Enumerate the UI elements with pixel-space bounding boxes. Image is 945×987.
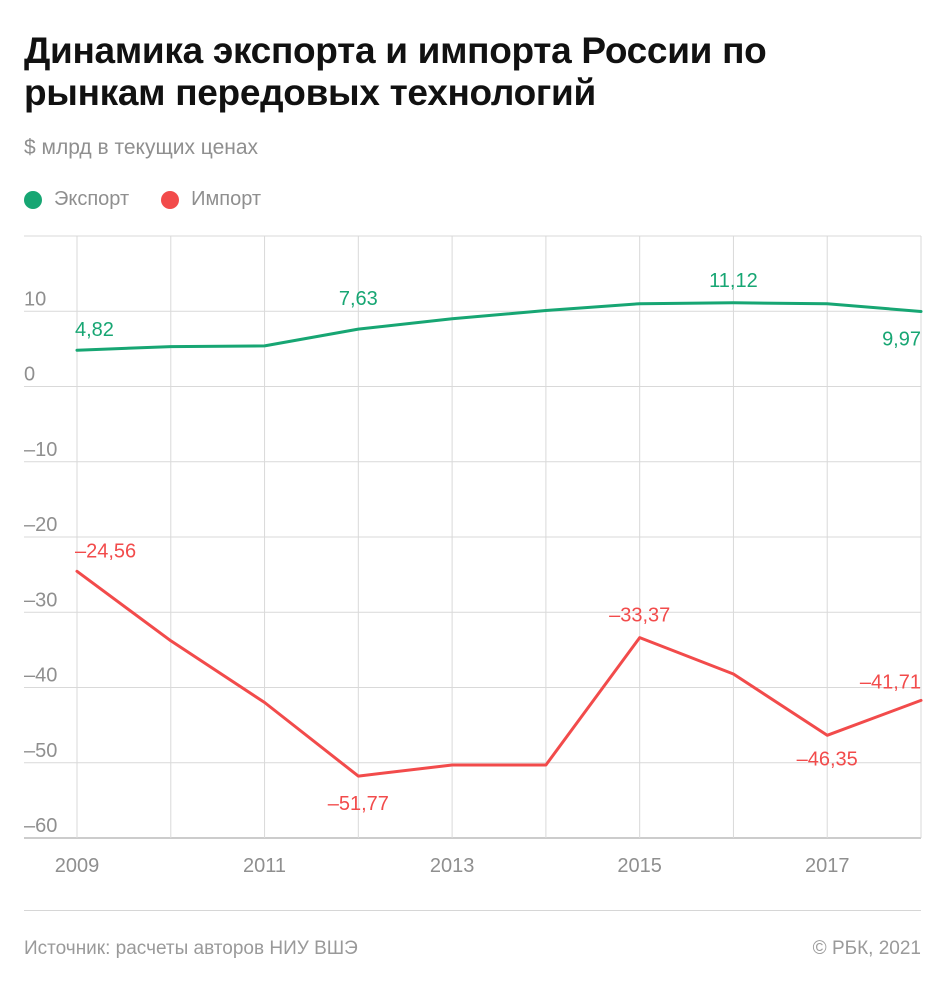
- data-label-import: –51,77: [328, 793, 389, 815]
- data-label-import: –46,35: [797, 748, 858, 770]
- data-label-export: 11,12: [709, 270, 758, 292]
- source-note: Источник: расчеты авторов НИУ ВШЭ: [24, 938, 358, 959]
- series-line-export: [75, 301, 923, 352]
- copyright-note: © РБК, 2021: [812, 938, 921, 959]
- x-tick-label: 2011: [243, 855, 286, 877]
- y-tick-label: –30: [24, 589, 57, 611]
- y-tick-label: 10: [24, 288, 46, 310]
- data-label-export: 4,82: [75, 319, 114, 341]
- legend-dot-import: [161, 190, 180, 209]
- series-line-import: [75, 569, 923, 778]
- data-label-export: 7,63: [339, 288, 378, 310]
- legend-dot-export: [24, 190, 42, 209]
- y-tick-label: –60: [24, 815, 57, 837]
- data-label-import: –33,37: [609, 605, 670, 627]
- legend: Экспорт Импорт: [24, 188, 293, 211]
- y-tick-label: 0: [24, 364, 35, 386]
- legend-label-import: Импорт: [191, 188, 262, 210]
- x-tick-label: 2017: [805, 855, 850, 877]
- data-label-export: 9,97: [882, 328, 921, 350]
- chart-title: Динамика экспорта и импорта России по ры…: [24, 30, 767, 113]
- legend-item-import: Импорт: [161, 188, 261, 211]
- x-tick-label: 2009: [55, 855, 100, 877]
- x-tick-label: 2015: [617, 855, 662, 877]
- y-tick-label: –10: [24, 439, 57, 461]
- data-label-import: –24,56: [75, 540, 136, 562]
- legend-label-export: Экспорт: [54, 188, 130, 210]
- data-label-import: –41,71: [860, 671, 921, 693]
- footer-divider: [24, 910, 921, 911]
- x-tick-label: 2013: [430, 855, 475, 877]
- chart-subtitle: $ млрд в текущих ценах: [24, 136, 259, 159]
- y-tick-label: –40: [24, 665, 57, 687]
- y-tick-label: –20: [24, 514, 57, 536]
- y-tick-label: –50: [24, 740, 57, 762]
- legend-item-export: Экспорт: [24, 188, 129, 211]
